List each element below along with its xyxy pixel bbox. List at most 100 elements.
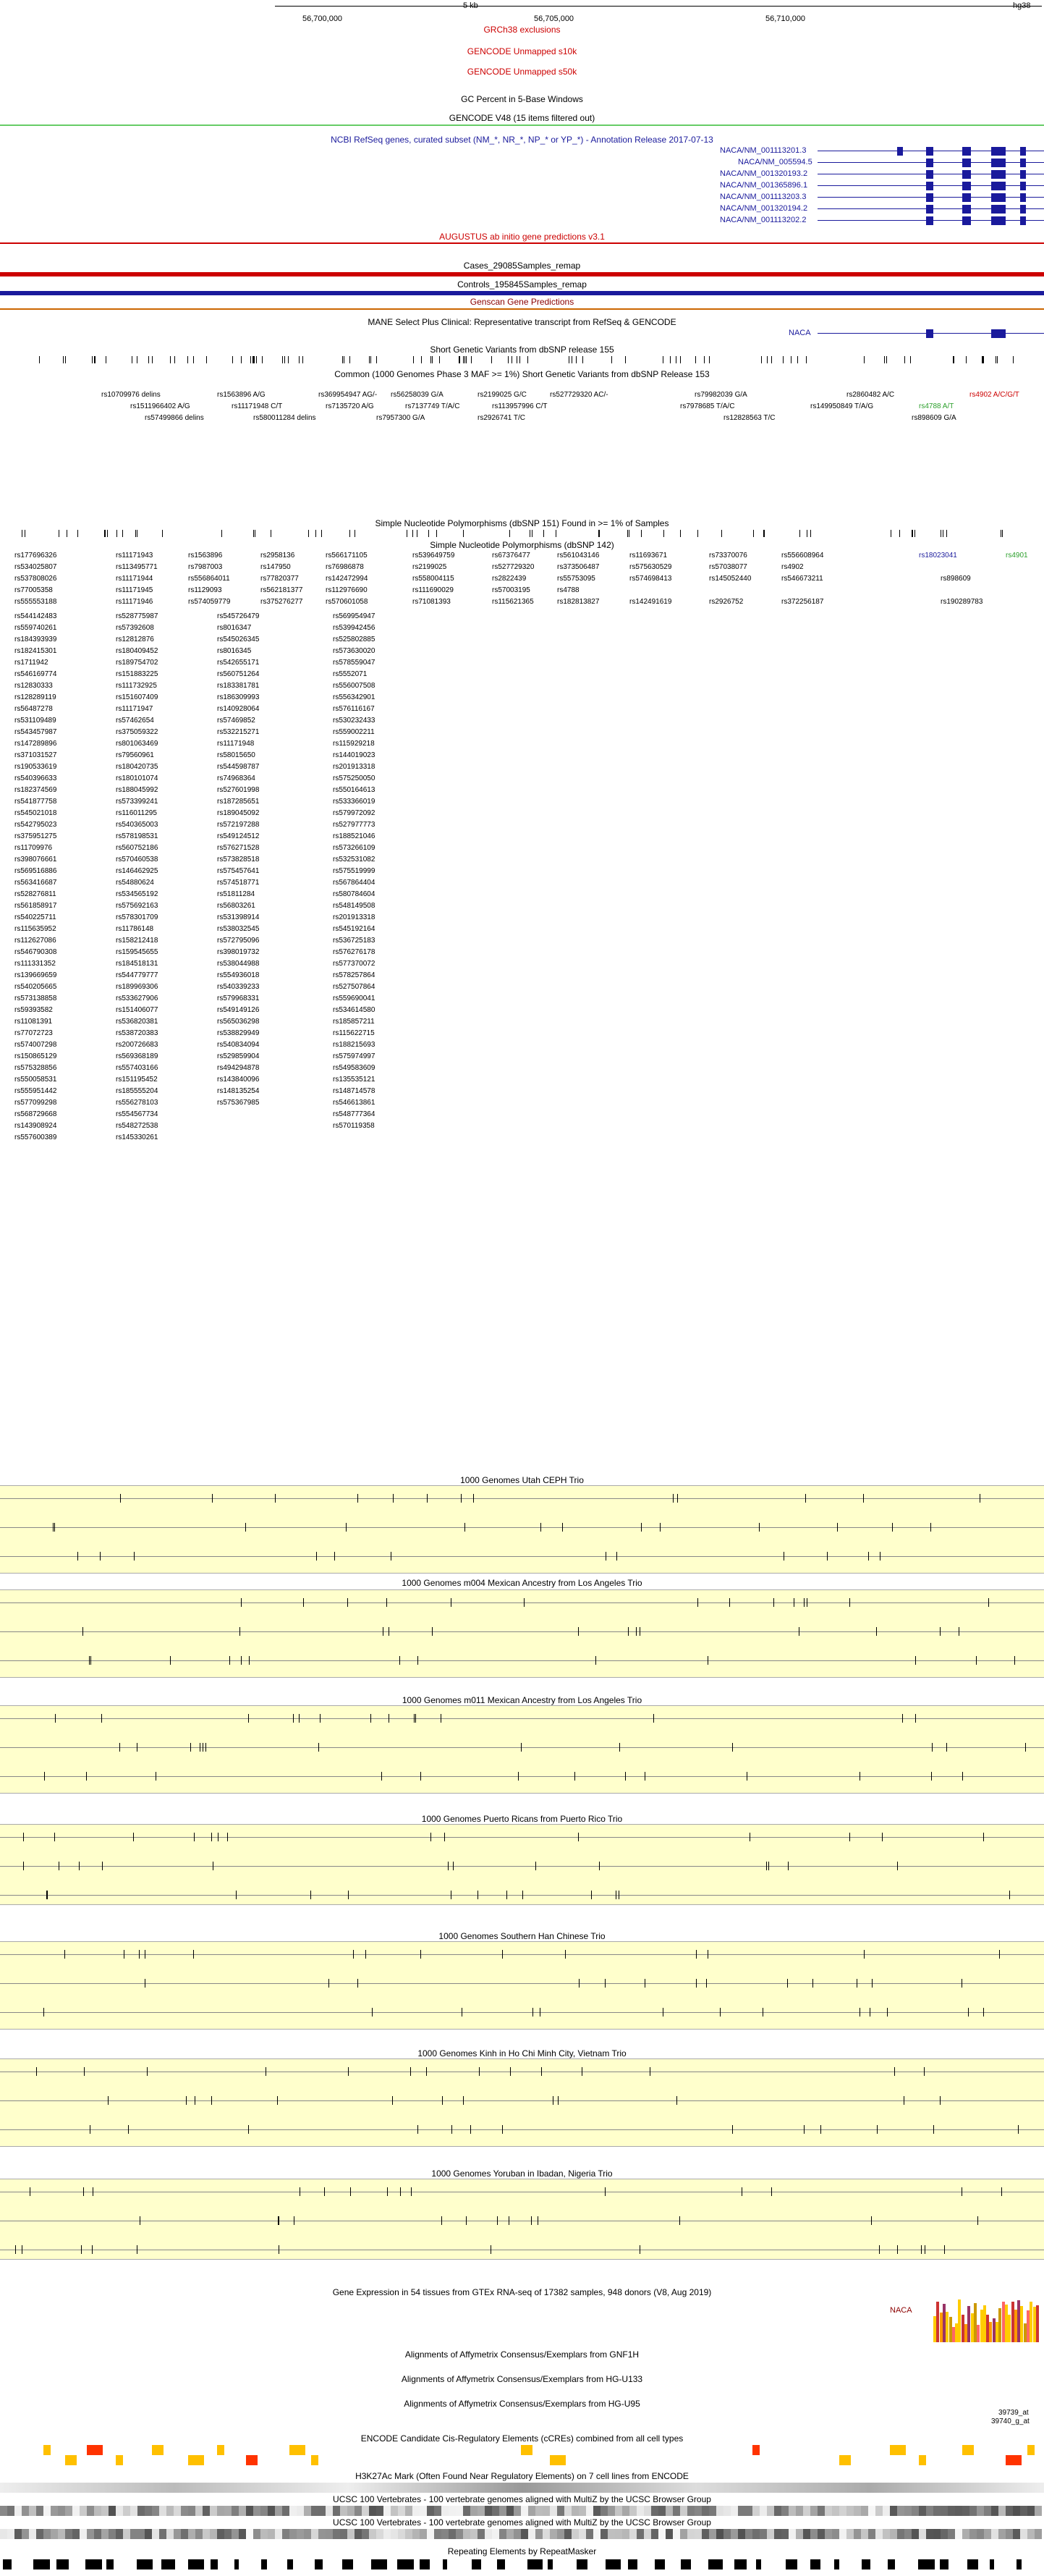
snp-tick[interactable] (148, 356, 149, 363)
trio-variant-tick[interactable] (924, 2067, 925, 2076)
snp-label[interactable]: rs531398914 (217, 913, 260, 921)
repeat-element[interactable] (810, 2559, 821, 2569)
track-title-trio-han[interactable]: 1000 Genomes Southern Han Chinese Trio (438, 1931, 606, 1941)
trio-variant-tick[interactable] (193, 1833, 195, 1841)
trio-variant-tick[interactable] (697, 1598, 698, 1607)
snp-label[interactable]: rs561858917 (14, 902, 57, 910)
trio-variant-tick[interactable] (23, 1833, 25, 1841)
trio-variant-tick[interactable] (347, 1598, 348, 1607)
snp-tick[interactable] (421, 356, 423, 363)
snp-tick[interactable] (680, 356, 682, 363)
trio-variant-tick[interactable] (939, 2096, 941, 2105)
snp-label[interactable]: rs151195452 (116, 1076, 158, 1084)
snp-label[interactable]: rs539649759 (412, 552, 455, 559)
snp-tick[interactable] (471, 356, 472, 363)
trio-variant-tick[interactable] (55, 1714, 56, 1723)
snp-label[interactable]: rs11171946 (116, 598, 153, 606)
snp-tick[interactable] (252, 356, 254, 363)
trio-variant-tick[interactable] (628, 1627, 629, 1636)
trio-variant-tick[interactable] (417, 2125, 418, 2134)
repeat-element[interactable] (188, 2559, 204, 2569)
ccre-element[interactable] (1027, 2445, 1035, 2455)
snp-label[interactable]: rs898609 (941, 575, 971, 583)
trio-variant-tick[interactable] (298, 1714, 300, 1723)
trio-variant-tick[interactable] (479, 2067, 480, 2076)
snp-label[interactable]: rs536725183 (333, 937, 375, 945)
snp-tick[interactable] (799, 530, 801, 537)
ccre-blocks[interactable] (0, 2445, 1044, 2467)
snp-label[interactable]: rs546673211 (781, 575, 823, 583)
snp-label[interactable]: rs532215271 (217, 728, 260, 736)
trio-variant-tick[interactable] (318, 1743, 320, 1752)
trio-variant-tick[interactable] (240, 1656, 242, 1665)
trio-variant-tick[interactable] (820, 2125, 821, 2134)
snp-tick[interactable] (261, 356, 263, 363)
trio-variant-tick[interactable] (496, 2216, 498, 2225)
transcript-label[interactable]: NACA/NM_001113202.2 (720, 216, 807, 224)
repeat-element[interactable] (342, 2559, 354, 2569)
trio-variant-tick[interactable] (35, 2067, 37, 2076)
track-title-ucsc-100-vert-2[interactable]: UCSC 100 Vertebrates - 100 vertebrate ge… (333, 2517, 711, 2528)
snp-label[interactable]: rs375951275 (14, 832, 57, 840)
snp-label[interactable]: rs576276178 (333, 948, 375, 956)
snp-label[interactable]: rs7957300 G/A (376, 414, 425, 422)
trio-variant-tick[interactable] (211, 1494, 213, 1503)
trio-variant-tick[interactable] (933, 2125, 935, 2134)
snp-tick[interactable] (302, 356, 304, 363)
snp-label[interactable]: rs575367985 (217, 1099, 260, 1107)
snp-label[interactable]: rs544779777 (116, 971, 158, 979)
gtex-tissue-bar[interactable] (1017, 2300, 1021, 2342)
trio-variant-tick[interactable] (350, 2187, 352, 2196)
snp-label[interactable]: rs898609 G/A (912, 414, 956, 422)
snp-label[interactable]: rs540396633 (14, 774, 57, 782)
trio-variant-tick[interactable] (522, 1891, 523, 1899)
gtex-tissue-bar[interactable] (955, 2323, 959, 2342)
trio-variant-tick[interactable] (451, 2125, 452, 2134)
snp-tick[interactable] (103, 530, 105, 537)
snp-label[interactable]: rs56487278 (14, 705, 53, 713)
snp-label[interactable]: rs185555204 (116, 1087, 158, 1095)
snp-tick[interactable] (436, 530, 438, 537)
ccre-element[interactable] (311, 2455, 318, 2465)
track-title-trio-puerto-rico[interactable]: 1000 Genomes Puerto Ricans from Puerto R… (421, 1814, 623, 1824)
trio-variant-tick[interactable] (729, 1598, 731, 1607)
trio-variant-tick[interactable] (1017, 2125, 1019, 2134)
snp-label[interactable]: rs112976690 (326, 586, 368, 594)
snp-tick[interactable] (899, 530, 901, 537)
gtex-tissue-bar[interactable] (946, 2311, 949, 2342)
repeat-element[interactable] (755, 2559, 761, 2569)
trio-variant-tick[interactable] (931, 1772, 933, 1781)
snp-tick[interactable] (965, 356, 967, 363)
snp-label[interactable]: rs135535121 (333, 1076, 375, 1084)
trio-variant-tick[interactable] (278, 2216, 279, 2225)
trio-variant-tick[interactable] (676, 1494, 678, 1503)
trio-variant-tick[interactable] (524, 1598, 525, 1607)
snp-tick[interactable] (598, 530, 600, 537)
snp-label[interactable]: rs570601058 (326, 598, 368, 606)
snp-label[interactable]: rs151607409 (116, 693, 158, 701)
snp-label[interactable]: rs59393582 (14, 1006, 53, 1014)
snp-label[interactable]: rs563416687 (14, 879, 57, 887)
snp-label[interactable]: rs548149508 (333, 902, 375, 910)
trio-variant-tick[interactable] (211, 1833, 212, 1841)
snp-label[interactable]: rs534614580 (333, 1006, 375, 1014)
trio-variant-tick[interactable] (473, 1494, 475, 1503)
snp-label[interactable]: rs188521046 (333, 832, 375, 840)
snp-tick[interactable] (104, 530, 106, 537)
snp-label[interactable]: rs111331352 (14, 960, 56, 968)
ccre-element[interactable] (246, 2455, 258, 2465)
snp-label[interactable]: rs555951442 (14, 1087, 57, 1095)
snp-label[interactable]: rs538829949 (217, 1029, 260, 1037)
trio-variant-tick[interactable] (1009, 1891, 1010, 1899)
snp-tick[interactable] (509, 530, 510, 537)
gtex-tissue-bar[interactable] (983, 2305, 986, 2342)
snp-tick[interactable] (763, 530, 765, 537)
snp-tick[interactable] (38, 356, 40, 363)
trio-variant-tick[interactable] (705, 1979, 707, 1988)
track-title-gencode-v48[interactable]: GENCODE V48 (15 items filtered out) (449, 113, 595, 123)
repeat-element[interactable] (918, 2559, 935, 2569)
snp-label[interactable]: rs180101074 (116, 774, 158, 782)
snp-tick[interactable] (952, 356, 954, 363)
snp-tick[interactable] (284, 356, 286, 363)
snp-tick[interactable] (761, 356, 763, 363)
